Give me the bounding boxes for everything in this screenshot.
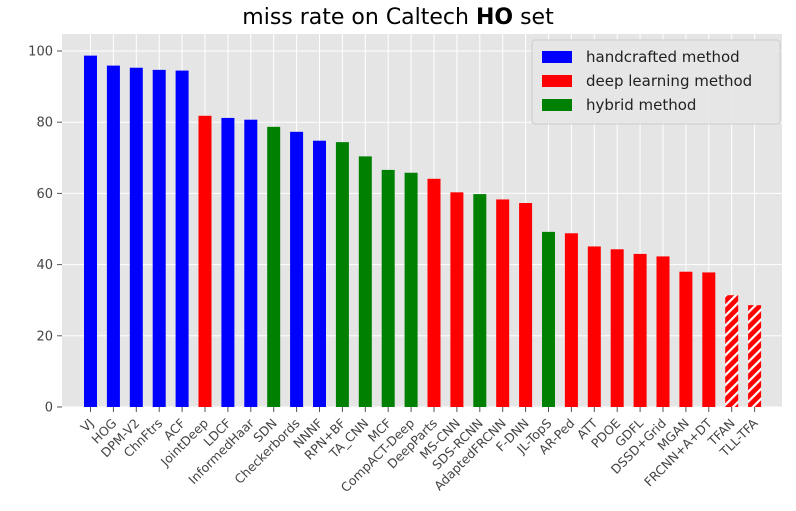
bar-nnnf <box>313 140 326 407</box>
ytick-label: 80 <box>36 116 53 131</box>
chart-title: miss rate on Caltech HO set <box>242 5 554 30</box>
chart-title-prefix: miss rate on Caltech <box>242 5 476 30</box>
bar-dssd-grid <box>656 256 670 407</box>
x-axis-ticks: VJHOGDPM-V2ChnFtrsACFJointDeepLDCFInform… <box>77 407 761 495</box>
legend-label-deep: deep learning method <box>586 72 752 90</box>
bar-gdfl <box>633 253 647 407</box>
bar-dpm-v2 <box>129 67 143 408</box>
bar-ldcf <box>221 117 235 407</box>
bar-sds-rcnn <box>473 194 487 407</box>
bar-sdn <box>267 126 281 407</box>
legend-frame <box>531 39 781 125</box>
bar-hog <box>106 65 120 407</box>
bar-series <box>84 55 762 408</box>
bar-checkerbords <box>290 131 304 407</box>
legend-swatch-hybrid <box>542 99 572 111</box>
legend-label-handcrafted: handcrafted method <box>586 48 740 66</box>
ytick-label: 40 <box>36 258 53 273</box>
legend-label-hybrid: hybrid method <box>586 96 696 114</box>
legend-entries: handcrafted method deep learning method hy… <box>542 48 752 114</box>
bar-jl-tops <box>542 231 555 407</box>
bar-mgan <box>679 271 693 407</box>
bar-tfan <box>725 295 739 407</box>
bar-f-dnn <box>519 203 533 407</box>
bar-ms-cnn <box>450 192 464 407</box>
bar-att <box>587 246 601 407</box>
bar-compact-deep <box>404 172 418 407</box>
bar-informedhaar <box>244 119 258 407</box>
chart-title-bold: HO <box>476 5 513 30</box>
y-axis-ticks: 0 20 40 60 80 100 <box>28 45 62 416</box>
ytick-label: 20 <box>36 329 53 344</box>
legend-swatch-deep <box>542 75 572 87</box>
ytick-label: 60 <box>36 187 53 202</box>
bar-chnftrs <box>152 69 166 408</box>
bar-frcnn-a-dt <box>702 272 716 407</box>
chart-title-suffix: set <box>513 5 554 30</box>
bar-ta-cnn <box>358 156 372 407</box>
legend-swatch-handcrafted <box>542 51 572 63</box>
ytick-label: 0 <box>45 401 53 416</box>
bar-pdoe <box>610 249 624 407</box>
bar-tll-tfa <box>748 305 762 407</box>
ytick-label: 100 <box>28 45 53 60</box>
bar-adaptedfrcnn <box>496 199 510 407</box>
bar-ar-ped <box>564 233 578 407</box>
legend: handcrafted method deep learning method hy… <box>531 39 781 125</box>
bar-acf <box>175 70 189 407</box>
bar-vj <box>84 55 97 408</box>
bar-deepparts <box>427 178 441 407</box>
bar-mcf <box>381 169 395 407</box>
bar-jointdeep <box>198 115 212 408</box>
bar-rpn-bf <box>335 142 349 408</box>
